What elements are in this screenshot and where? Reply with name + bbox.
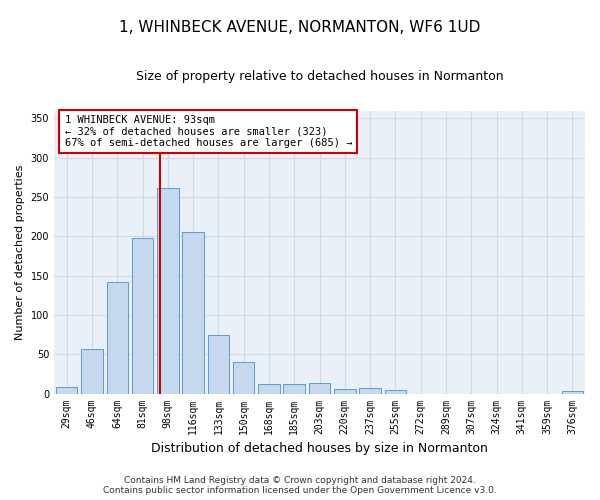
Bar	[562, 391, 583, 394]
Text: Contains HM Land Registry data © Crown copyright and database right 2024.
Contai: Contains HM Land Registry data © Crown c…	[103, 476, 497, 495]
Bar	[283, 384, 305, 394]
Bar	[233, 362, 254, 394]
Bar	[208, 334, 229, 394]
Bar	[182, 232, 204, 394]
Y-axis label: Number of detached properties: Number of detached properties	[15, 164, 25, 340]
Bar	[359, 388, 381, 394]
X-axis label: Distribution of detached houses by size in Normanton: Distribution of detached houses by size …	[151, 442, 488, 455]
Bar	[258, 384, 280, 394]
Bar	[385, 390, 406, 394]
Text: 1, WHINBECK AVENUE, NORMANTON, WF6 1UD: 1, WHINBECK AVENUE, NORMANTON, WF6 1UD	[119, 20, 481, 35]
Bar	[107, 282, 128, 394]
Bar	[56, 388, 77, 394]
Bar	[157, 188, 179, 394]
Bar	[81, 348, 103, 394]
Text: 1 WHINBECK AVENUE: 93sqm
← 32% of detached houses are smaller (323)
67% of semi-: 1 WHINBECK AVENUE: 93sqm ← 32% of detach…	[65, 115, 352, 148]
Bar	[309, 384, 330, 394]
Bar	[132, 238, 153, 394]
Title: Size of property relative to detached houses in Normanton: Size of property relative to detached ho…	[136, 70, 503, 83]
Bar	[334, 389, 356, 394]
